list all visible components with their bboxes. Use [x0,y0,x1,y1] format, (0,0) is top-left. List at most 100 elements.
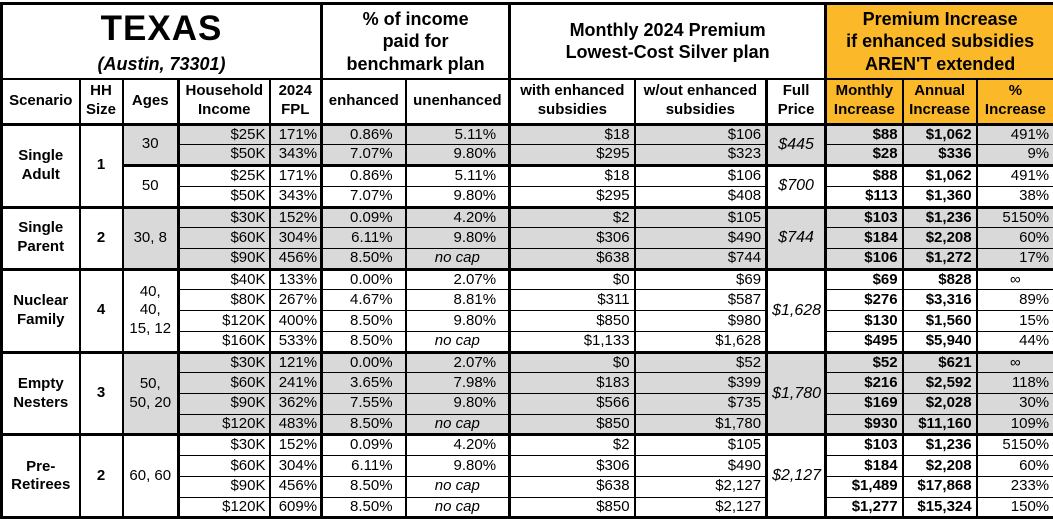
cell-annual-increase: $1,272 [903,248,977,269]
cell-enhanced-percent: 8.50% [322,248,406,269]
cell-monthly-increase: $52 [826,352,903,373]
cell-fpl-percent: 609% [270,497,322,518]
cell-percent-increase: ∞ [977,352,1053,373]
cell-fpl-percent: 483% [270,414,322,435]
cell-hh-size: 1 [80,124,123,207]
cell-annual-increase: $1,062 [903,124,977,145]
col-header-monthly-increase: Monthly Increase [826,79,903,125]
cell-percent-increase: ∞ [977,269,1053,290]
cell-scenario-name: Pre-Retirees [2,435,80,518]
cell-fpl-percent: 343% [270,186,322,207]
cell-percent-increase: 491% [977,166,1053,187]
cell-premium-without-subsidies: $980 [635,311,767,332]
cell-enhanced-percent: 0.00% [322,269,406,290]
cell-annual-increase: $2,208 [903,456,977,477]
col-header-pct-increase: % Increase [977,79,1053,125]
cell-household-income: $60K [179,228,270,249]
cell-unenhanced-percent: no cap [406,497,510,518]
cell-enhanced-percent: 7.07% [322,145,406,166]
cell-annual-increase: $11,160 [903,414,977,435]
cell-fpl-percent: 121% [270,352,322,373]
cell-premium-with-subsidies: $2 [510,207,635,228]
cell-scenario-name: Empty Nesters [2,352,80,435]
cell-full-price: $744 [767,207,826,269]
cell-percent-increase: 60% [977,456,1053,477]
cell-annual-increase: $2,592 [903,373,977,394]
cell-premium-without-subsidies: $323 [635,145,767,166]
cell-fpl-percent: 362% [270,394,322,415]
cell-premium-without-subsidies: $408 [635,186,767,207]
cell-hh-size: 4 [80,269,123,352]
cell-household-income: $50K [179,186,270,207]
cell-enhanced-percent: 8.50% [322,414,406,435]
cell-premium-with-subsidies: $2 [510,435,635,456]
cell-unenhanced-percent: 5.11% [406,166,510,187]
cell-ages: 50 [123,166,179,208]
col-header-enhanced: enhanced [322,79,406,125]
cell-unenhanced-percent: 4.20% [406,207,510,228]
cell-percent-increase: 17% [977,248,1053,269]
cell-premium-without-subsidies: $735 [635,394,767,415]
cell-household-income: $90K [179,476,270,497]
cell-premium-without-subsidies: $106 [635,124,767,145]
cell-monthly-increase: $106 [826,248,903,269]
cell-premium-with-subsidies: $566 [510,394,635,415]
cell-unenhanced-percent: no cap [406,331,510,352]
cell-percent-increase: 30% [977,394,1053,415]
cell-household-income: $60K [179,456,270,477]
cell-premium-without-subsidies: $490 [635,456,767,477]
cell-household-income: $80K [179,290,270,311]
cell-monthly-increase: $216 [826,373,903,394]
cell-monthly-increase: $28 [826,145,903,166]
cell-annual-increase: $2,028 [903,394,977,415]
cell-monthly-increase: $276 [826,290,903,311]
col-header-scenario: Scenario [2,79,80,125]
cell-premium-with-subsidies: $1,133 [510,331,635,352]
cell-annual-increase: $621 [903,352,977,373]
column-header-row: Scenario HH Size Ages Household Income 2… [2,79,1053,125]
cell-ages: 30 [123,124,179,166]
cell-premium-without-subsidies: $587 [635,290,767,311]
cell-annual-increase: $15,324 [903,497,977,518]
cell-percent-increase: 15% [977,311,1053,332]
cell-premium-without-subsidies: $2,127 [635,497,767,518]
cell-premium-without-subsidies: $490 [635,228,767,249]
cell-scenario-name: Single Adult [2,124,80,207]
cell-fpl-percent: 456% [270,248,322,269]
cell-percent-increase: 5150% [977,207,1053,228]
cell-enhanced-percent: 0.09% [322,435,406,456]
cell-hh-size: 3 [80,352,123,435]
cell-fpl-percent: 171% [270,124,322,145]
cell-unenhanced-percent: 9.80% [406,145,510,166]
col-header-full-price: Full Price [767,79,826,125]
cell-percent-increase: 9% [977,145,1053,166]
cell-full-price: $1,628 [767,269,826,352]
col-header-household-income: Household Income [179,79,270,125]
cell-fpl-percent: 152% [270,435,322,456]
cell-premium-without-subsidies: $1,628 [635,331,767,352]
cell-annual-increase: $336 [903,145,977,166]
cell-household-income: $120K [179,497,270,518]
cell-household-income: $50K [179,145,270,166]
cell-monthly-increase: $130 [826,311,903,332]
cell-hh-size: 2 [80,207,123,269]
cell-percent-increase: 150% [977,497,1053,518]
cell-annual-increase: $1,560 [903,311,977,332]
cell-premium-with-subsidies: $306 [510,456,635,477]
cell-enhanced-percent: 6.11% [322,456,406,477]
cell-full-price: $445 [767,124,826,166]
cell-full-price: $700 [767,166,826,208]
col-header-with-enhanced-subsidies: with enhanced subsidies [510,79,635,125]
cell-unenhanced-percent: 9.80% [406,311,510,332]
cell-enhanced-percent: 7.07% [322,186,406,207]
table-title-cell: TEXAS (Austin, 73301) [2,4,322,79]
col-header-ages: Ages [123,79,179,125]
cell-monthly-increase: $113 [826,186,903,207]
cell-percent-increase: 38% [977,186,1053,207]
